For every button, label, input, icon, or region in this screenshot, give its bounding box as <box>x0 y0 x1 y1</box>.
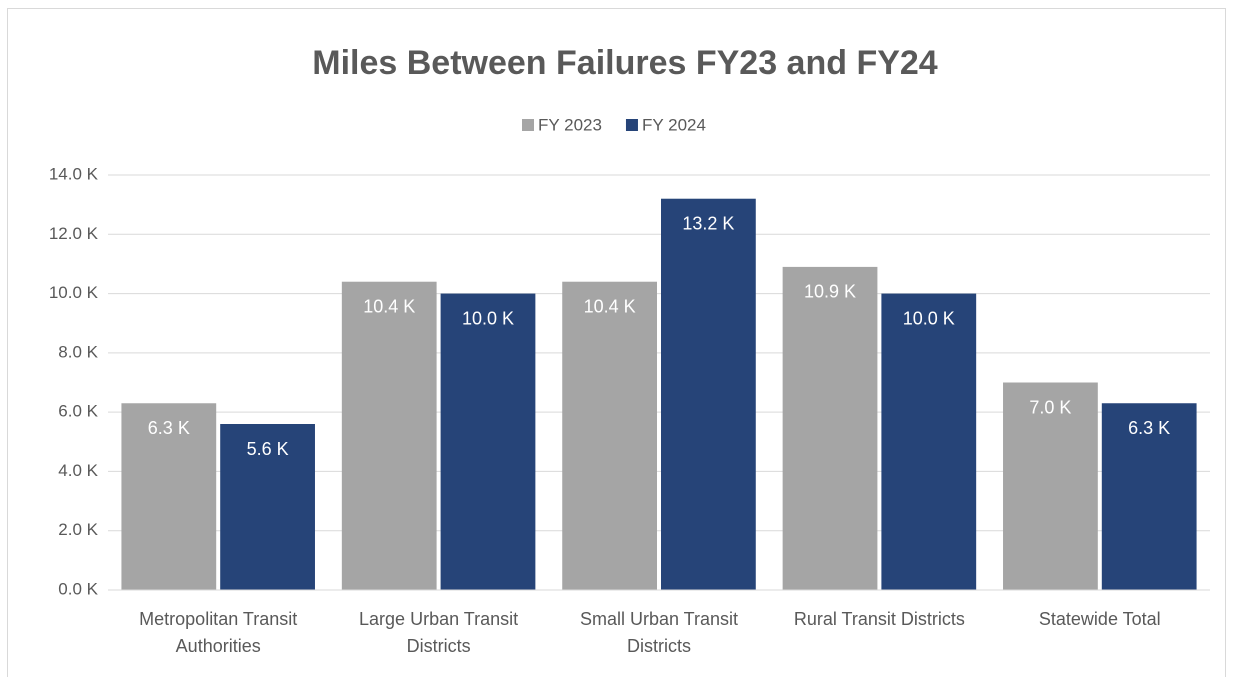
y-tick-label: 6.0 K <box>58 402 98 421</box>
bar <box>121 403 217 590</box>
chart-title: Miles Between Failures FY23 and FY24 <box>312 44 938 82</box>
legend-swatch <box>625 119 638 131</box>
data-label: 10.0 K <box>903 308 955 328</box>
data-label: 5.6 K <box>247 439 289 459</box>
bar <box>1101 403 1197 590</box>
x-tick-label: Metropolitan Transit Authorities <box>139 609 298 656</box>
data-label: 10.4 K <box>363 296 415 316</box>
bar <box>220 424 315 590</box>
bar <box>440 293 536 590</box>
data-label: 10.0 K <box>462 308 514 328</box>
x-tick-label: Large Urban Transit Districts <box>359 609 519 656</box>
y-tick-label: 12.0 K <box>49 224 99 243</box>
data-label: 13.2 K <box>682 213 734 233</box>
data-label: 7.0 K <box>1029 397 1071 417</box>
x-tick-label: Statewide Total <box>1038 609 1161 629</box>
legend-label: FY 2024 <box>642 115 706 134</box>
legend-swatch <box>522 119 534 131</box>
data-label: 6.3 K <box>1128 418 1170 438</box>
y-tick-label: 8.0 K <box>58 342 98 361</box>
legend-label: FY 2023 <box>538 115 602 134</box>
y-tick-label: 14.0 K <box>49 164 99 183</box>
x-tick-label: Small Urban Transit Districts <box>579 609 739 656</box>
data-label: 10.9 K <box>804 282 856 302</box>
bar <box>562 281 657 590</box>
y-tick-label: 2.0 K <box>58 520 98 539</box>
data-label: 10.4 K <box>584 296 636 316</box>
y-tick-label: 4.0 K <box>58 461 98 480</box>
bar <box>1003 382 1098 590</box>
chart-border <box>7 8 1226 677</box>
x-tick-label: Rural Transit Districts <box>793 609 965 629</box>
bar <box>341 281 437 590</box>
y-tick-label: 0.0 K <box>58 579 98 598</box>
bar <box>782 266 878 590</box>
bar <box>881 293 977 590</box>
bar <box>661 198 756 590</box>
y-tick-label: 10.0 K <box>49 283 99 302</box>
data-label: 6.3 K <box>148 418 190 438</box>
